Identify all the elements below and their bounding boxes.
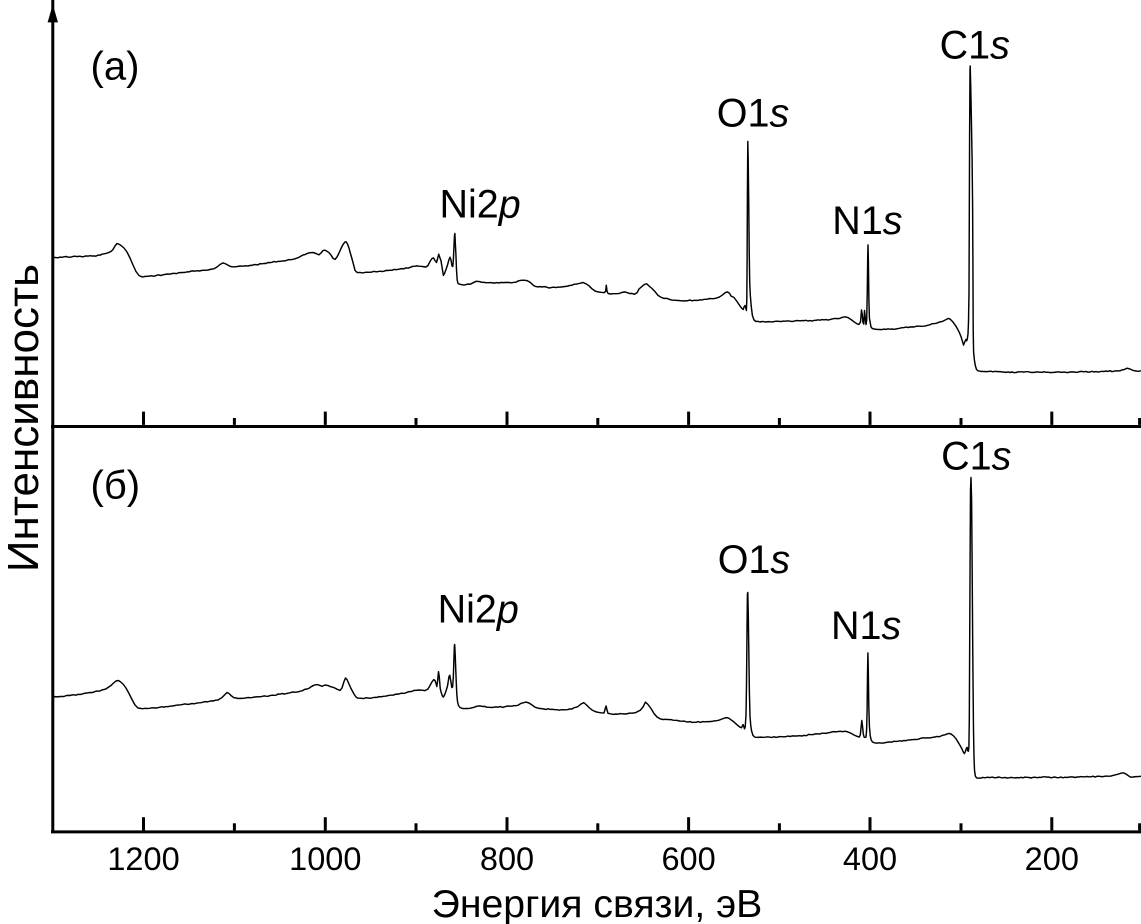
- svg-text:400: 400: [843, 841, 897, 877]
- svg-text:N1s: N1s: [832, 199, 902, 243]
- svg-text:Ni2p: Ni2p: [438, 587, 519, 631]
- svg-text:(a): (a): [91, 44, 140, 88]
- svg-text:N1s: N1s: [831, 604, 901, 648]
- svg-text:C1s: C1s: [940, 24, 1010, 68]
- svg-text:Интенсивность: Интенсивность: [0, 264, 48, 572]
- svg-text:Энергия связи, эВ: Энергия связи, эВ: [432, 883, 763, 924]
- svg-text:C1s: C1s: [941, 434, 1011, 478]
- svg-text:1200: 1200: [107, 841, 179, 877]
- svg-text:O1s: O1s: [718, 538, 790, 582]
- svg-text:(б): (б): [91, 464, 141, 508]
- svg-text:800: 800: [480, 841, 534, 877]
- svg-text:Ni2p: Ni2p: [440, 183, 521, 227]
- svg-text:1000: 1000: [289, 841, 361, 877]
- svg-text:600: 600: [661, 841, 715, 877]
- svg-text:O1s: O1s: [717, 92, 789, 136]
- svg-text:200: 200: [1025, 841, 1079, 877]
